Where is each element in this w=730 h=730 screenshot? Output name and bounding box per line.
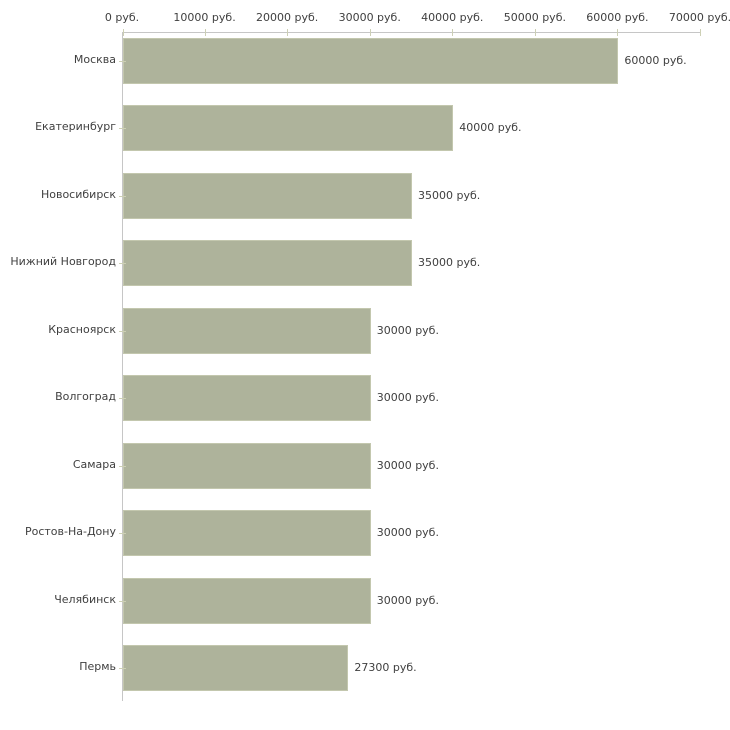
y-axis-tick-mark [119,600,126,602]
category-label: Новосибирск [40,187,116,201]
bar-9 [123,645,349,691]
y-axis-tick-mark [119,533,126,534]
bar-3 [123,240,412,286]
category-label: Нижний Новгород [10,255,116,268]
value-label: 30000 руб. [376,593,439,607]
value-label: 27300 руб. [354,661,417,674]
value-label: 30000 руб. [376,323,439,337]
value-label: 30000 руб. [376,458,439,472]
category-label: Екатеринбург [35,120,116,133]
category-label: Волгоград [55,390,116,403]
y-axis-tick-mark [119,128,126,129]
plot-area: 60000 руб. 40000 руб. 35000 руб. 35000 руб.… [119,29,701,701]
x-axis-tick-label: 10000 руб. [173,11,236,24]
y-axis-tick-mark [119,465,126,467]
bar-7 [123,510,371,556]
y-axis-tick-mark [119,668,126,669]
x-axis-tick-mark [287,29,289,36]
category-label: Москва [73,52,116,66]
x-axis-tick-mark [369,29,371,36]
bar-4 [123,307,371,354]
bar-8 [123,577,371,624]
bar-2 [123,172,412,219]
value-label: 40000 руб. [459,121,522,134]
x-axis-tick-mark [204,29,206,36]
value-label: 60000 руб. [624,53,687,67]
bar-1 [123,105,454,151]
y-axis-tick-mark [119,60,126,62]
y-axis-tick-mark [119,398,126,399]
x-axis-tick-label: 70000 руб. [668,11,730,24]
bar-6 [123,442,371,489]
bar-5 [123,375,371,421]
x-axis-tick-label: 0 руб. [104,11,140,24]
category-label: Пермь [79,660,116,673]
y-axis-tick-mark [119,330,126,332]
x-axis-tick-label: 30000 руб. [338,11,401,24]
category-label: Красноярск [48,322,116,336]
category-label: Ростов-На-Дону [24,525,116,538]
x-axis-tick-mark [617,29,619,36]
value-label: 30000 руб. [376,391,439,404]
category-label: Челябинск [54,592,116,606]
bar-0 [123,37,619,84]
value-label: 35000 руб. [418,188,481,202]
value-label: 30000 руб. [376,526,439,539]
y-axis-tick-mark [119,263,126,264]
x-axis-tick-mark [700,29,701,36]
value-label: 35000 руб. [418,256,481,269]
x-axis-tick-mark [452,29,454,36]
x-axis-tick-label: 20000 руб. [256,11,319,24]
x-axis-tick-label: 60000 руб. [586,11,649,24]
x-axis-tick-mark [534,29,536,36]
x-axis-tick-label: 40000 руб. [421,11,484,24]
y-axis-tick-mark [119,195,126,197]
category-label: Самара [72,457,116,471]
x-axis-tick-label: 50000 руб. [503,11,566,24]
x-axis-tick-mark [123,29,124,36]
